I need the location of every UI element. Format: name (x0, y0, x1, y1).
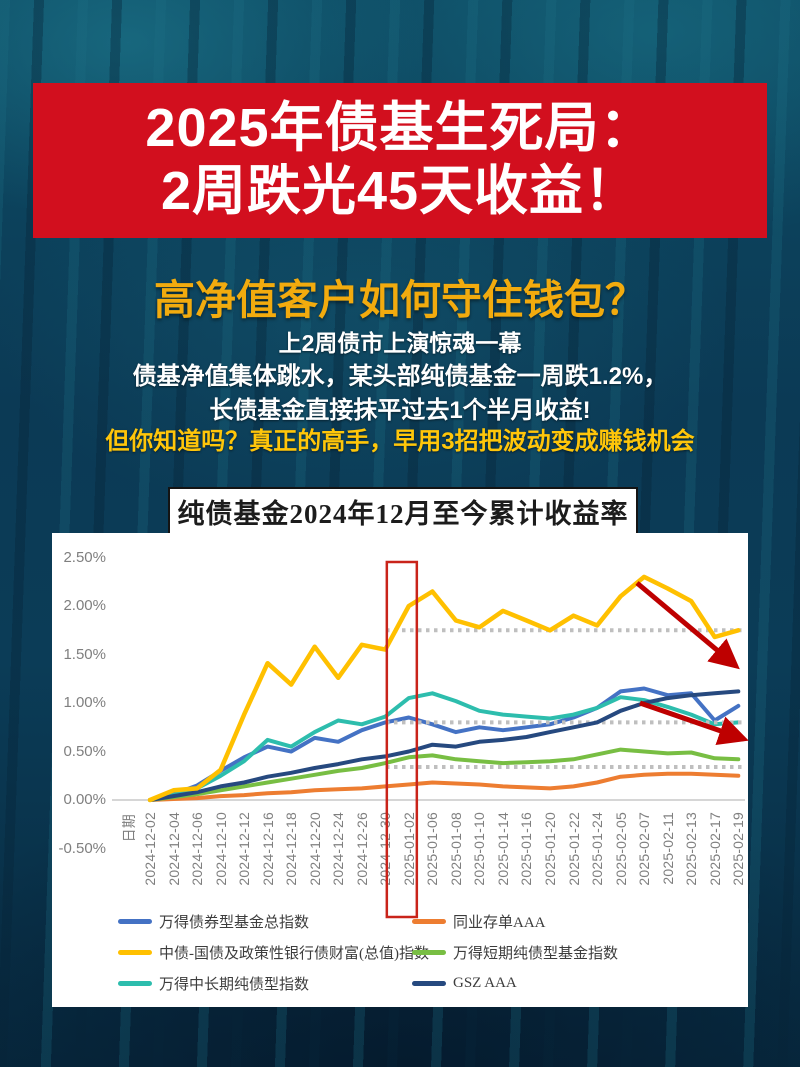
legend-label: 万得债券型基金总指数 (159, 914, 310, 931)
x-axis-tick-label: 2025-01-10 (471, 812, 488, 886)
x-axis-tick-label: 2024-12-20 (306, 812, 323, 886)
x-axis-tick-label: 2025-01-20 (542, 812, 558, 886)
x-axis-tick-label: 2025-01-02 (400, 812, 417, 886)
banner-title-line1: 2025年债基生死局： (145, 98, 655, 158)
intro-line-2: 债基净值集体跳水，某头部纯债基金一周跌1.2%， (132, 363, 668, 390)
legend-item: 中债-国债及政策性银行债财富(总值)指数 (118, 942, 429, 962)
legend-swatch-icon (118, 949, 152, 955)
legend-label: 万得短期纯债型基金指数 (453, 945, 619, 962)
intro-headline: 高净值客户如何守住钱包？ (154, 277, 646, 323)
legend-label: 同业存单AAA (453, 914, 546, 931)
x-axis-tick-label: 2025-02-13 (683, 812, 700, 886)
intro-highlight-line: 但你知道吗？真正的高手，早用3招把波动变成赚钱机会 (105, 428, 695, 455)
x-axis-tick-label: 2025-02-07 (636, 812, 653, 886)
x-axis-tick-label: 2025-02-19 (730, 812, 747, 886)
x-axis-tick-label: 2024-12-24 (330, 812, 347, 886)
x-axis-tick-label: 2025-01-08 (447, 812, 464, 886)
y-axis-tick-label: 1.50% (63, 645, 106, 663)
chart-card (52, 533, 748, 1007)
x-axis-tick-label: 2024-12-16 (259, 812, 276, 886)
legend-swatch-icon (412, 949, 446, 955)
legend-item: 同业存单AAA (412, 911, 546, 931)
y-axis-tick-label: 1.00% (63, 694, 106, 711)
y-axis-tick-label: 0.50% (63, 742, 106, 760)
legend-swatch-icon (118, 918, 152, 924)
x-axis-tick-label: 2024-12-18 (283, 812, 300, 886)
x-axis-tick-label: 2025-01-06 (424, 812, 441, 886)
x-axis-tick-label: 2024-12-30 (377, 812, 394, 886)
legend-label: 万得中长期纯债型指数 (159, 976, 310, 993)
legend-swatch-icon (412, 918, 446, 924)
x-axis-tick-label: 2024-12-04 (165, 812, 182, 886)
legend-label: GSZ AAA (453, 974, 517, 991)
chart-title-box: 纯债基金2024年12月至今累计收益率 (168, 487, 638, 535)
x-axis-caption: 日期 (121, 814, 137, 843)
x-axis-tick-label: 2025-01-16 (518, 812, 535, 886)
intro-line-1: 上2周债市上演惊魂一幕 (278, 330, 522, 356)
legend-swatch-icon (118, 980, 152, 986)
legend-item: GSZ AAA (412, 973, 517, 993)
x-axis-tick-label: 2025-02-05 (612, 812, 629, 886)
x-axis-tick-label: 2024-12-12 (236, 812, 253, 886)
headline-banner: 2025年债基生死局： 2周跌光45天收益！ (33, 83, 767, 238)
legend-label: 中债-国债及政策性银行债财富(总值)指数 (159, 945, 429, 962)
legend-item: 万得债券型基金总指数 (118, 911, 309, 931)
x-axis-tick-label: 2025-02-17 (706, 812, 723, 886)
x-axis-tick-label: 2025-01-22 (565, 812, 582, 886)
x-axis-tick-label: 2025-01-24 (589, 812, 606, 886)
y-axis-tick-label: 2.00% (63, 597, 106, 614)
x-axis-tick-label: 2025-01-14 (494, 812, 511, 886)
x-axis-tick-label: 2024-12-02 (142, 812, 158, 886)
chart-title: 纯债基金2024年12月至今累计收益率 (177, 498, 629, 529)
x-axis-tick-label: 2024-12-26 (353, 812, 370, 886)
x-axis-tick-label: 2024-12-06 (189, 812, 206, 886)
x-axis-tick-label: 2025-02-11 (659, 812, 676, 885)
banner-title-line2: 2周跌光45天收益！ (160, 161, 640, 221)
legend-item: 万得中长期纯债型指数 (118, 973, 309, 993)
y-axis-tick-label: 0.00% (63, 791, 106, 808)
legend-swatch-icon (412, 980, 446, 986)
x-axis-tick-label: 2024-12-10 (212, 812, 229, 886)
intro-line-3: 长债基金直接抹平过去1个半月收益! (209, 397, 591, 424)
legend-item: 万得短期纯债型基金指数 (412, 942, 618, 962)
y-axis-tick-label: -0.50% (58, 839, 106, 857)
y-axis-tick-label: 2.50% (63, 548, 106, 566)
